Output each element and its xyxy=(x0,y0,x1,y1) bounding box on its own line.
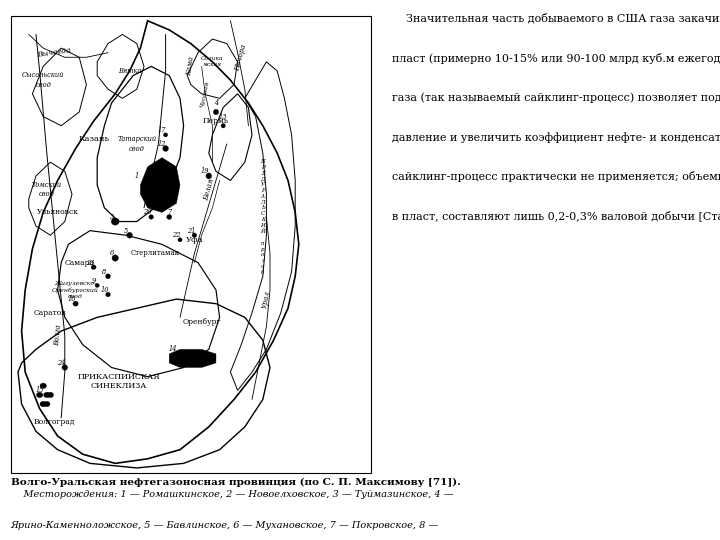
Text: Значительная часть добываемого в США газа закачивается обратно в: Значительная часть добываемого в США газ… xyxy=(392,14,720,24)
Text: Ульяновск: Ульяновск xyxy=(37,208,78,217)
Text: ПРИКАСПИЙСКАЯ
СИНЕКЛИЗА: ПРИКАСПИЙСКАЯ СИНЕКЛИЗА xyxy=(78,373,160,390)
Ellipse shape xyxy=(166,214,172,219)
Text: Волга: Волга xyxy=(53,325,63,347)
Text: 9: 9 xyxy=(91,277,96,285)
Ellipse shape xyxy=(36,392,43,397)
Ellipse shape xyxy=(40,383,46,389)
Text: 21: 21 xyxy=(186,227,195,235)
Ellipse shape xyxy=(174,187,179,192)
Text: Вычегда: Вычегда xyxy=(37,46,71,59)
Text: 14: 14 xyxy=(168,345,177,353)
Ellipse shape xyxy=(44,401,50,407)
Bar xyxy=(11,16,371,472)
Ellipse shape xyxy=(62,365,68,370)
Ellipse shape xyxy=(178,238,182,242)
Text: газа (так называемый сайклинг-процесс) позволяет поддерживать пластовое: газа (так называемый сайклинг-процесс) п… xyxy=(392,92,720,103)
Ellipse shape xyxy=(106,292,110,297)
Text: Урал: Урал xyxy=(261,289,272,309)
Text: Пермь: Пермь xyxy=(203,117,229,125)
Ellipse shape xyxy=(149,192,153,197)
Text: П
Р
Е
Д
У
Р
А
Л
Ь
С
К
И
Й

п
р
о
г
и
б: П Р Е Д У Р А Л Ь С К И Й п р о г и б xyxy=(261,159,265,275)
Text: 17: 17 xyxy=(158,126,166,134)
Text: 15: 15 xyxy=(35,386,44,394)
Text: Стерлитамак: Стерлитамак xyxy=(130,249,179,258)
Text: Саратов: Саратов xyxy=(34,309,67,317)
Text: Жигулевско-
Оренбургский
свод: Жигулевско- Оренбургский свод xyxy=(52,281,99,299)
Text: 11: 11 xyxy=(168,181,177,189)
Text: 10: 10 xyxy=(100,286,109,294)
Text: Вятка: Вятка xyxy=(118,67,141,75)
Text: Казань: Казань xyxy=(78,136,109,144)
Text: 8: 8 xyxy=(102,268,107,276)
Text: Ярино-Каменноложское, 5 — Бавлинское, 6 — Мухановское, 7 — Покровское, 8 —: Ярино-Каменноложское, 5 — Бавлинское, 6 … xyxy=(11,521,439,530)
Text: Томский
свод: Томский свод xyxy=(32,181,62,198)
Text: давление и увеличить коэффициент нефте- и конденсатоотдачи. В России: давление и увеличить коэффициент нефте- … xyxy=(392,132,720,143)
Text: Месторождения: 1 — Ромашкинское, 2 — Новоелховское, 3 — Туймазинское, 4 —: Месторождения: 1 — Ромашкинское, 2 — Нов… xyxy=(11,490,454,499)
Text: 20: 20 xyxy=(143,208,152,217)
Text: Печора: Печора xyxy=(234,43,248,72)
Text: 18: 18 xyxy=(143,186,152,194)
Polygon shape xyxy=(140,158,180,212)
Ellipse shape xyxy=(44,392,50,397)
Text: Кама: Кама xyxy=(186,56,196,77)
Ellipse shape xyxy=(40,401,46,407)
Ellipse shape xyxy=(163,133,168,137)
Text: Солика
мская: Солика мская xyxy=(201,57,224,68)
Polygon shape xyxy=(169,349,216,368)
Ellipse shape xyxy=(95,284,99,287)
Text: Самара: Самара xyxy=(64,259,94,267)
Text: сайклинг-процесс практически не применяется; объемы газа, закачиваемого: сайклинг-процесс практически не применяе… xyxy=(392,171,720,182)
Ellipse shape xyxy=(206,173,212,179)
Text: 19: 19 xyxy=(201,167,210,176)
Ellipse shape xyxy=(162,181,169,188)
Text: Оренбург: Оренбург xyxy=(182,318,221,326)
Text: 24: 24 xyxy=(57,359,66,367)
Ellipse shape xyxy=(91,265,96,269)
Text: в пласт, составляют лишь 0,2-0,3% валовой добычи [Ставский, 2013].: в пласт, составляют лишь 0,2-0,3% валово… xyxy=(392,211,720,221)
Ellipse shape xyxy=(221,124,225,128)
Text: 13: 13 xyxy=(219,112,228,120)
Text: 23: 23 xyxy=(86,259,94,267)
Text: Уфа: Уфа xyxy=(186,236,203,244)
Ellipse shape xyxy=(163,146,168,152)
Ellipse shape xyxy=(112,255,118,261)
Text: 7: 7 xyxy=(167,208,171,217)
Text: 12: 12 xyxy=(158,140,166,148)
Text: пласт (примерно 10-15% или 90-100 млрд куб.м ежегодно). Обратная закачка: пласт (примерно 10-15% или 90-100 млрд к… xyxy=(392,53,720,64)
Text: 1: 1 xyxy=(135,172,139,180)
Ellipse shape xyxy=(106,274,111,279)
Ellipse shape xyxy=(213,109,219,115)
Text: Белая: Белая xyxy=(202,178,215,201)
Ellipse shape xyxy=(127,232,132,238)
Text: 6: 6 xyxy=(109,249,114,258)
Text: Волго-Уральская нефтегазоносная провинция (по С. П. Максимову [71]).: Волго-Уральская нефтегазоносная провинци… xyxy=(11,478,461,487)
Text: 22: 22 xyxy=(172,231,181,239)
Ellipse shape xyxy=(73,301,78,306)
Text: 2: 2 xyxy=(163,172,168,180)
Text: 5: 5 xyxy=(124,227,128,235)
Text: Сысольский
свод: Сысольский свод xyxy=(22,71,64,89)
Ellipse shape xyxy=(149,215,153,219)
Ellipse shape xyxy=(48,392,54,397)
Text: 16: 16 xyxy=(68,295,76,303)
Ellipse shape xyxy=(111,218,119,225)
Text: Чусовая: Чусовая xyxy=(200,80,210,107)
Text: Волгоград: Волгоград xyxy=(33,418,75,426)
Text: Татарский
свод: Татарский свод xyxy=(117,136,156,153)
Text: 4: 4 xyxy=(214,99,218,107)
Text: 3: 3 xyxy=(109,213,114,221)
Ellipse shape xyxy=(192,233,197,238)
